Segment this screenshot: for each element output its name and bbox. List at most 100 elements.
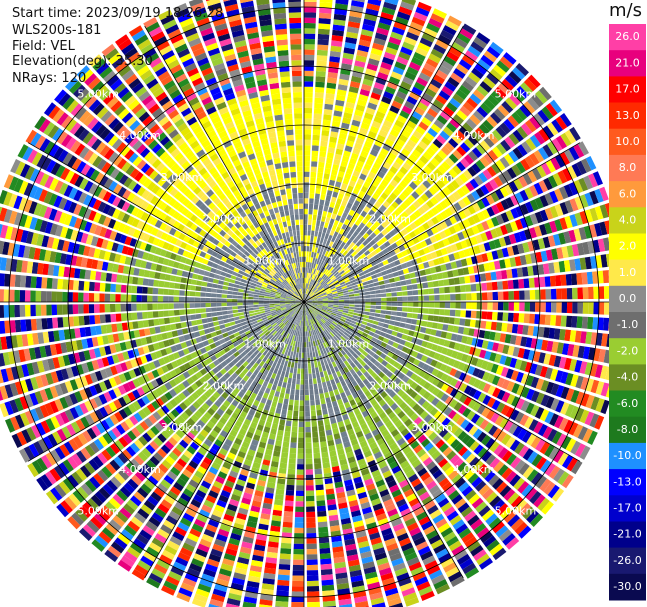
velocity-gate xyxy=(159,384,168,394)
velocity-gate xyxy=(437,497,450,508)
velocity-gate xyxy=(468,150,479,162)
velocity-gate xyxy=(374,367,382,375)
velocity-gate xyxy=(449,205,458,214)
velocity-gate xyxy=(320,280,325,285)
velocity-gate xyxy=(232,328,239,334)
velocity-gate xyxy=(280,414,287,421)
velocity-gate xyxy=(204,345,212,352)
velocity-gate xyxy=(311,155,318,162)
velocity-gate xyxy=(448,571,463,583)
velocity-gate xyxy=(491,216,500,227)
velocity-gate xyxy=(267,546,279,554)
velocity-gate xyxy=(293,313,297,318)
velocity-gate xyxy=(122,465,133,477)
velocity-gate xyxy=(114,537,128,550)
velocity-gate xyxy=(348,209,355,217)
velocity-gate xyxy=(110,541,125,554)
velocity-gate xyxy=(344,279,351,284)
velocity-gate xyxy=(452,114,464,125)
velocity-gate xyxy=(320,260,325,267)
velocity-gate xyxy=(236,354,243,361)
velocity-gate xyxy=(304,310,307,316)
velocity-gate xyxy=(483,330,491,340)
velocity-gate xyxy=(190,441,200,451)
velocity-gate xyxy=(372,391,380,399)
velocity-gate xyxy=(221,342,228,349)
velocity-gate xyxy=(348,294,355,297)
velocity-gate xyxy=(304,129,312,135)
velocity-gate xyxy=(251,439,259,447)
velocity-gate xyxy=(306,522,316,528)
velocity-gate xyxy=(255,484,265,492)
velocity-gate xyxy=(289,453,297,459)
velocity-gate xyxy=(592,171,603,186)
velocity-gate xyxy=(219,404,228,412)
velocity-gate xyxy=(352,237,359,244)
velocity-gate xyxy=(298,309,301,315)
velocity-gate xyxy=(206,471,216,480)
velocity-gate xyxy=(308,219,312,226)
velocity-gate xyxy=(312,312,317,317)
velocity-gate xyxy=(410,426,420,436)
velocity-gate xyxy=(603,317,610,331)
velocity-gate xyxy=(44,402,54,416)
velocity-gate xyxy=(403,328,410,335)
velocity-gate xyxy=(354,344,360,350)
velocity-gate xyxy=(359,440,368,448)
velocity-gate xyxy=(327,272,333,278)
velocity-gate xyxy=(312,324,316,330)
velocity-gate xyxy=(373,343,381,350)
velocity-gate xyxy=(486,115,498,128)
velocity-gate xyxy=(219,416,228,425)
velocity-gate xyxy=(346,316,353,320)
velocity-gate xyxy=(411,531,424,542)
velocity-gate xyxy=(506,269,513,279)
velocity-gate xyxy=(539,209,549,222)
velocity-gate xyxy=(353,65,365,73)
velocity-gate xyxy=(398,193,407,202)
velocity-gate xyxy=(367,319,374,324)
velocity-gate xyxy=(421,116,432,127)
velocity-gate xyxy=(316,182,322,189)
velocity-gate xyxy=(138,435,148,447)
velocity-gate xyxy=(311,230,315,236)
velocity-gate xyxy=(316,177,323,184)
velocity-gate xyxy=(352,170,360,178)
velocity-gate xyxy=(280,548,292,555)
velocity-gate xyxy=(403,488,415,498)
velocity-gate xyxy=(481,311,488,320)
velocity-gate xyxy=(203,373,211,381)
velocity-gate xyxy=(284,393,290,400)
velocity-gate xyxy=(579,445,591,460)
velocity-gate xyxy=(397,424,407,433)
velocity-gate xyxy=(372,144,381,152)
velocity-gate xyxy=(268,360,274,367)
velocity-gate xyxy=(528,419,539,432)
velocity-gate xyxy=(377,276,384,282)
velocity-gate xyxy=(164,440,175,451)
velocity-gate xyxy=(98,381,108,392)
velocity-gate xyxy=(316,270,320,276)
velocity-gate xyxy=(366,201,374,209)
velocity-gate xyxy=(113,375,122,386)
velocity-gate xyxy=(292,570,304,576)
velocity-gate xyxy=(478,505,491,517)
velocity-gate xyxy=(347,456,356,464)
velocity-gate xyxy=(516,144,528,157)
velocity-gate xyxy=(409,181,418,190)
velocity-gate xyxy=(250,338,257,344)
velocity-gate xyxy=(387,110,398,119)
velocity-gate xyxy=(221,518,233,527)
velocity-gate xyxy=(292,312,296,318)
velocity-gate xyxy=(326,309,333,313)
velocity-gate xyxy=(529,134,541,148)
velocity-gate xyxy=(277,358,282,365)
velocity-gate xyxy=(386,292,392,297)
velocity-gate xyxy=(113,387,122,398)
velocity-gate xyxy=(319,248,324,255)
velocity-gate xyxy=(336,89,347,97)
velocity-gate xyxy=(315,275,319,281)
velocity-gate xyxy=(389,192,398,201)
velocity-gate xyxy=(147,495,159,507)
velocity-gate xyxy=(470,518,483,531)
